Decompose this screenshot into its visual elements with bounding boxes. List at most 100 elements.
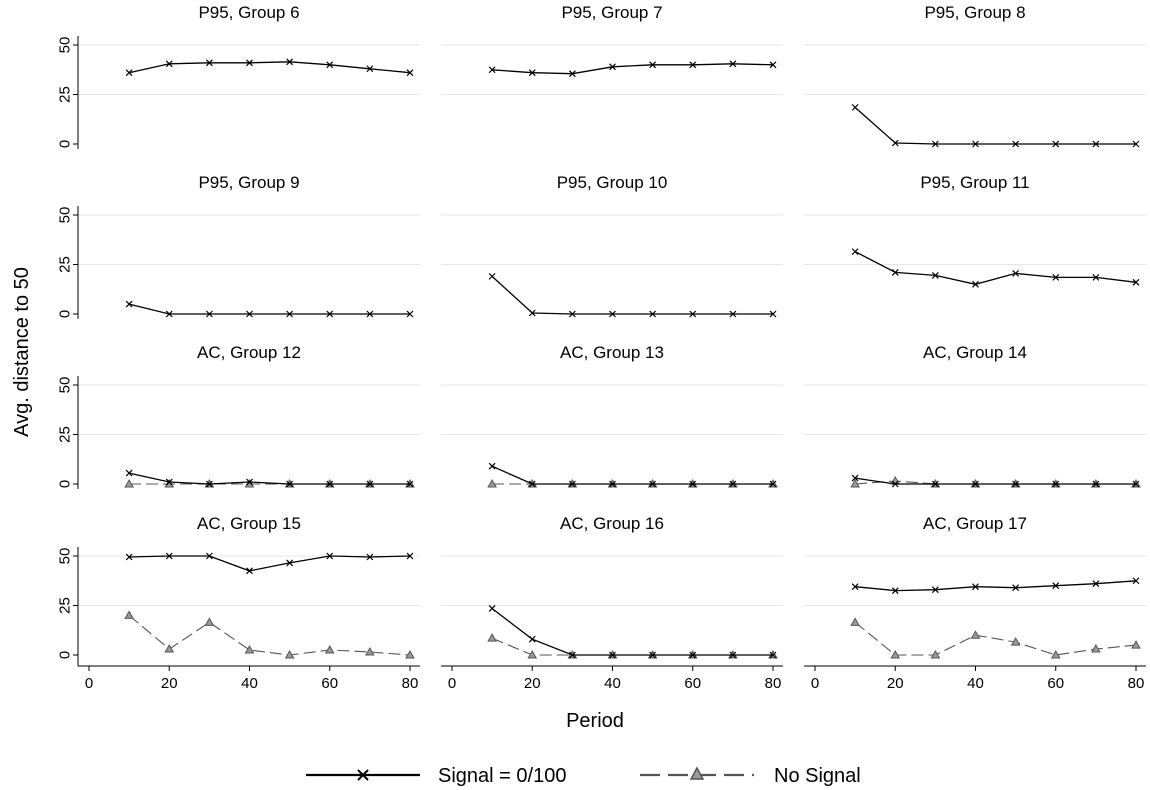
data-point-signal [609, 63, 616, 71]
data-point-signal [851, 583, 859, 591]
x-tick-label: 80 [765, 675, 782, 692]
x-tick-label: 20 [161, 675, 178, 692]
data-point-no-signal [124, 610, 134, 619]
series-line-signal [491, 275, 773, 315]
panel-title: AC, Group 14 [923, 343, 1027, 362]
data-point-signal [326, 480, 334, 488]
legend-signal-label: Signal = 0/100 [438, 765, 566, 787]
y-tick-label: 25 [57, 86, 74, 103]
panel-5: P95, Group 10 [441, 173, 783, 318]
y-tick-label: 0 [57, 651, 74, 659]
panel-10: AC, Group 15 0 25 50 0 20 40 60 80 [57, 514, 420, 692]
data-point-signal [205, 552, 213, 560]
data-point-no-signal [405, 649, 415, 659]
data-point-signal [1132, 577, 1140, 585]
data-point-signal [1092, 580, 1100, 588]
series-line-signal [854, 251, 1137, 285]
data-point-signal [609, 310, 616, 318]
data-point-no-signal [365, 647, 375, 656]
y-axis-title: Avg. distance to 50 [11, 267, 33, 437]
data-point-signal [366, 553, 374, 561]
legend-signal-marker [357, 769, 369, 781]
data-point-no-signal [1131, 640, 1141, 649]
data-point-signal [246, 310, 253, 318]
data-point-signal [972, 140, 979, 148]
data-point-no-signal [487, 478, 497, 488]
data-point-signal [1052, 582, 1060, 590]
data-point-signal [769, 310, 777, 318]
y-tick-label: 50 [57, 207, 74, 224]
data-point-signal [568, 310, 576, 318]
data-point-signal [165, 310, 173, 318]
x-tick-label: 80 [402, 675, 419, 692]
y-tick-label: 50 [57, 37, 74, 54]
data-point-signal [286, 310, 294, 318]
data-point-signal [326, 61, 334, 69]
series-line-signal [854, 106, 1136, 145]
panel-title: AC, Group 12 [197, 343, 301, 362]
data-point-signal [568, 651, 576, 659]
series-line-signal [129, 555, 411, 572]
data-point-signal [891, 139, 899, 147]
data-point-no-signal [850, 478, 860, 488]
panel-1: P95, Group 6 0 25 50 [57, 3, 420, 149]
x-tick-label: 0 [448, 675, 456, 692]
data-point-signal [205, 310, 213, 318]
x-tick-label: 0 [85, 675, 93, 692]
y-tick-label: 50 [57, 548, 74, 565]
data-point-signal [851, 248, 859, 256]
data-point-signal [286, 480, 294, 488]
panel-title: AC, Group 16 [560, 514, 664, 533]
y-tick-label: 0 [57, 140, 74, 148]
data-point-signal [406, 552, 414, 560]
data-point-signal [1092, 480, 1100, 488]
series-line-signal [855, 477, 1136, 485]
data-point-no-signal [1050, 649, 1061, 659]
data-point-signal [528, 309, 536, 317]
data-point-signal [246, 59, 253, 67]
data-point-signal [931, 271, 939, 279]
panel-title: AC, Group 15 [197, 514, 301, 533]
data-point-no-signal [930, 649, 941, 659]
x-tick-label: 40 [241, 675, 258, 692]
panel-title: P95, Group 7 [561, 3, 662, 22]
panel-8: AC, Group 13 [441, 343, 783, 488]
data-point-signal [972, 480, 979, 488]
data-point-signal [1092, 140, 1100, 148]
panel-2: P95, Group 7 [441, 3, 783, 95]
x-tick-label: 0 [811, 675, 819, 692]
data-point-signal [689, 480, 697, 488]
data-point-signal [125, 300, 133, 308]
panel-9: AC, Group 14 [804, 343, 1146, 488]
y-tick-label: 0 [57, 310, 74, 318]
data-point-no-signal [324, 645, 335, 654]
data-point-no-signal [850, 617, 860, 626]
data-point-signal [729, 60, 737, 68]
data-point-signal [528, 480, 536, 488]
data-point-signal [1052, 480, 1060, 488]
data-point-no-signal [204, 617, 215, 626]
data-point-signal [1092, 273, 1100, 281]
data-point-signal [769, 61, 777, 69]
panel-7: AC, Group 12 0 25 50 [57, 343, 420, 489]
x-tick-label: 20 [524, 675, 541, 692]
data-point-no-signal [1010, 637, 1021, 646]
data-point-signal [286, 559, 294, 567]
data-point-signal [931, 480, 939, 488]
data-point-signal [729, 310, 737, 318]
panel-12: AC, Group 17 0 20 40 60 80 [804, 514, 1146, 692]
data-point-signal [689, 61, 697, 69]
data-point-signal [488, 272, 496, 280]
data-point-signal [689, 310, 697, 318]
panel-6: P95, Group 11 [804, 173, 1146, 288]
series-line-signal [128, 61, 411, 74]
data-point-signal [366, 480, 374, 488]
data-point-signal [609, 480, 616, 488]
data-point-signal [972, 280, 979, 288]
data-point-signal [689, 651, 697, 659]
data-point-signal [406, 69, 414, 77]
panels-layer: P95, Group 6 0 25 50 P95, Group 7 P95, Group … [57, 3, 1146, 692]
panel-4: P95, Group 9 0 25 50 [57, 173, 420, 319]
data-point-signal [891, 587, 899, 595]
data-point-no-signal [487, 633, 497, 642]
